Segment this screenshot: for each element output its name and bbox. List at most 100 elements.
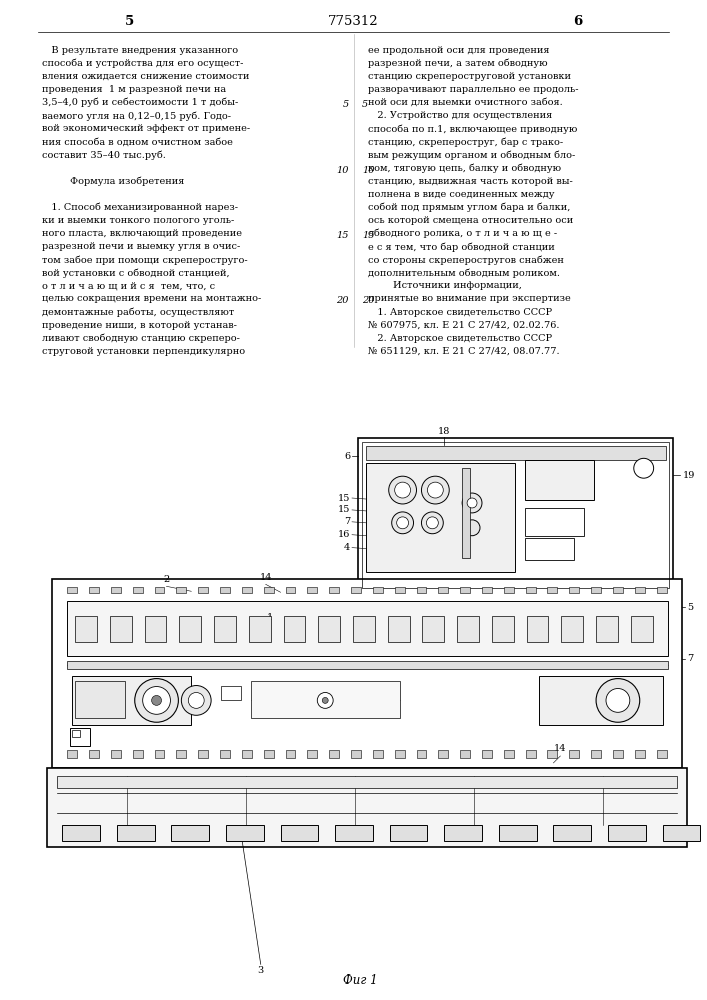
Bar [249, 616, 271, 642]
Text: 14: 14 [554, 744, 566, 753]
Text: 5: 5 [362, 100, 368, 109]
Bar [613, 587, 623, 593]
Bar [198, 587, 208, 593]
Text: станцию скрепероструговой установки: станцию скрепероструговой установки [368, 72, 571, 81]
Bar [482, 587, 492, 593]
Text: 7: 7 [344, 517, 350, 526]
Bar [329, 750, 339, 758]
Bar [482, 750, 492, 758]
Bar [214, 616, 236, 642]
Circle shape [428, 482, 443, 498]
Bar [373, 750, 382, 758]
Text: 14: 14 [259, 573, 272, 582]
Bar [180, 616, 201, 642]
Text: 15: 15 [337, 231, 349, 240]
Bar [358, 438, 674, 592]
Bar [492, 616, 514, 642]
Bar [416, 750, 426, 758]
Text: Источники информации,: Источники информации, [368, 281, 522, 290]
Text: № 607975, кл. Е 21 С 27/42, 02.02.76.: № 607975, кл. Е 21 С 27/42, 02.02.76. [368, 321, 559, 330]
Text: струговой установки перпендикулярно: струговой установки перпендикулярно [42, 347, 245, 356]
Bar [608, 825, 645, 841]
Circle shape [397, 517, 409, 529]
Bar [362, 442, 670, 588]
Text: станцию, скрепероструг, бар с трако-: станцию, скрепероструг, бар с трако- [368, 137, 563, 147]
Bar [242, 750, 252, 758]
Bar [70, 728, 90, 746]
Bar [155, 750, 165, 758]
Bar [226, 825, 264, 841]
Bar [395, 750, 404, 758]
Circle shape [462, 493, 482, 513]
Bar [198, 750, 208, 758]
Bar [527, 616, 549, 642]
Circle shape [426, 517, 438, 529]
Bar [444, 825, 482, 841]
Text: ливают свободную станцию скреперо-: ливают свободную станцию скреперо- [42, 334, 240, 343]
Text: проведение ниши, в которой устанав-: проведение ниши, в которой устанав- [42, 321, 238, 330]
Bar [251, 681, 399, 718]
Bar [635, 587, 645, 593]
Text: 18: 18 [438, 427, 450, 436]
Bar [89, 587, 99, 593]
Text: 16: 16 [338, 530, 350, 539]
Text: 4: 4 [344, 543, 350, 552]
Text: проведения  1 м разрезной печи на: проведения 1 м разрезной печи на [42, 85, 226, 94]
Bar [177, 750, 187, 758]
Bar [569, 750, 579, 758]
Bar [554, 825, 591, 841]
Bar [75, 681, 125, 718]
Text: 5: 5 [343, 100, 349, 109]
Bar [89, 750, 99, 758]
Bar [460, 587, 470, 593]
Bar [284, 616, 305, 642]
Bar [596, 616, 618, 642]
Text: В результате внедрения указанного: В результате внедрения указанного [42, 46, 238, 55]
Bar [569, 587, 579, 593]
Circle shape [322, 697, 328, 703]
Text: 10: 10 [337, 166, 349, 175]
Text: способа по п.1, включающее приводную: способа по п.1, включающее приводную [368, 124, 577, 134]
Bar [264, 750, 274, 758]
Text: 5: 5 [687, 603, 694, 612]
Bar [67, 601, 667, 656]
Bar [67, 661, 667, 669]
Bar [111, 750, 121, 758]
Text: разрезной печи и выемку угля в очис-: разрезной печи и выемку угля в очис- [42, 242, 240, 251]
Bar [220, 587, 230, 593]
Bar [111, 587, 121, 593]
Circle shape [464, 520, 480, 536]
Bar [242, 587, 252, 593]
Bar [335, 825, 373, 841]
Bar [539, 676, 662, 725]
Circle shape [467, 498, 477, 508]
Text: разрезной печи, а затем обводную: разрезной печи, а затем обводную [368, 59, 547, 68]
Circle shape [421, 476, 449, 504]
Text: вления ожидается снижение стоимости: вления ожидается снижение стоимости [42, 72, 250, 81]
Text: 20: 20 [337, 296, 349, 305]
Bar [47, 768, 687, 847]
Bar [286, 750, 296, 758]
Bar [329, 587, 339, 593]
Text: целью сокращения времени на монтажно-: целью сокращения времени на монтажно- [42, 294, 262, 303]
Text: том забое при помощи скрепероструго-: том забое при помощи скрепероструго- [42, 255, 248, 265]
Text: 1. Авторское свидетельство СССР: 1. Авторское свидетельство СССР [368, 308, 552, 317]
Text: ного пласта, включающий проведение: ного пласта, включающий проведение [42, 229, 243, 238]
Bar [308, 750, 317, 758]
Bar [72, 676, 192, 725]
Bar [373, 587, 382, 593]
Bar [457, 616, 479, 642]
Text: ки и выемки тонкого пологого уголь-: ки и выемки тонкого пологого уголь- [42, 216, 235, 225]
Text: вым режущим органом и обводным бло-: вым режущим органом и обводным бло- [368, 150, 575, 160]
Bar [504, 750, 514, 758]
Circle shape [421, 512, 443, 534]
Text: е с я тем, что бар обводной станции: е с я тем, что бар обводной станции [368, 242, 554, 252]
Text: о т л и ч а ю щ и й с я  тем, что, с: о т л и ч а ю щ и й с я тем, что, с [42, 281, 216, 290]
Text: 1. Способ механизированной нарез-: 1. Способ механизированной нарез- [42, 203, 238, 212]
Text: ось которой смещена относительно оси: ось которой смещена относительно оси [368, 216, 573, 225]
Bar [525, 538, 574, 560]
Text: 6: 6 [573, 15, 583, 28]
Bar [366, 463, 515, 572]
Circle shape [596, 679, 640, 722]
Text: демонтажные работы, осуществляют: демонтажные работы, осуществляют [42, 308, 235, 317]
